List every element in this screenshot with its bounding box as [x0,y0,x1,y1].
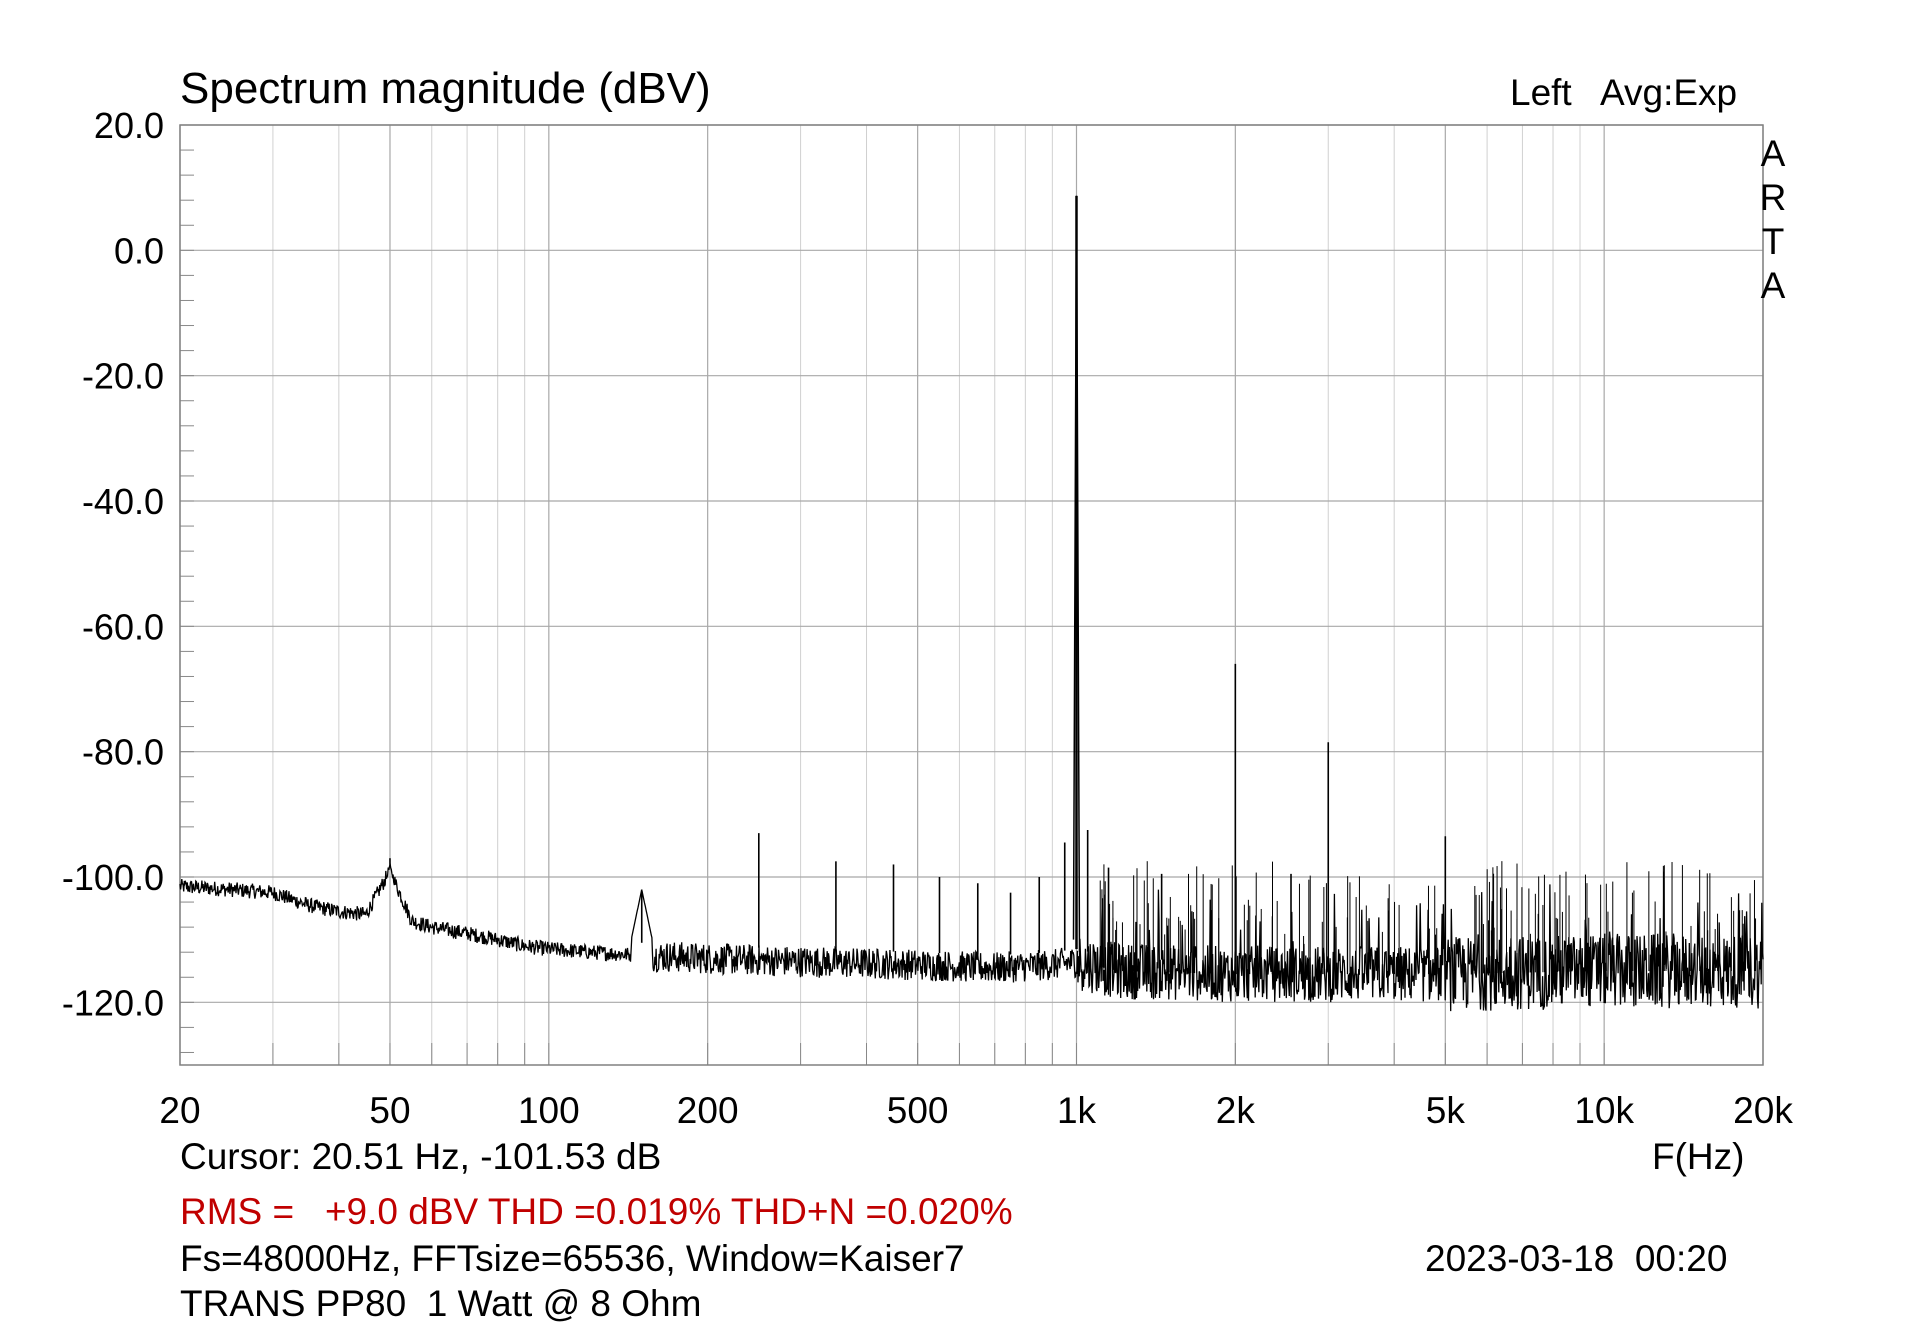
x-tick-label: 50 [369,1090,410,1131]
y-tick-label: -20.0 [82,356,164,397]
fundamental-skirt [1072,195,1081,953]
averaging-label: Avg:Exp [1600,72,1738,113]
x-tick-label: 20 [159,1090,200,1131]
x-tick-label: 5k [1426,1090,1466,1131]
plot-frame [179,124,1764,1066]
fft-parameters: Fs=48000Hz, FFTsize=65536, Window=Kaiser… [180,1238,965,1279]
cursor-readout: Cursor: 20.51 Hz, -101.53 dB [180,1136,662,1177]
y-tick-label: -60.0 [82,606,164,647]
spectrum-trace [179,863,1764,1012]
x-tick-label: 500 [887,1090,949,1131]
y-tick-label: -40.0 [82,481,164,522]
x-tick-label: 200 [677,1090,739,1131]
timestamp: 2023-03-18 00:20 [1425,1238,1728,1279]
device-label: TRANS PP80 1 Watt @ 8 Ohm [180,1283,702,1324]
y-tick-label: -120.0 [62,982,164,1023]
y-tick-label: -80.0 [82,732,164,773]
y-tick-label: 20.0 [94,105,164,146]
measurement-readout: RMS = +9.0 dBV THD =0.019% THD+N =0.020% [180,1191,1013,1232]
brand-letter: T [1761,221,1785,262]
brand-letter: R [1759,177,1787,218]
x-tick-label: 10k [1574,1090,1634,1131]
x-axis-label: F(Hz) [1652,1136,1745,1177]
brand-vertical-text: A R T A [1758,132,1788,308]
x-tick-label: 1k [1057,1090,1097,1131]
brand-letter: A [1760,133,1786,174]
x-tick-label: 20k [1733,1090,1793,1131]
channel-label: Left [1510,72,1572,113]
x-tick-label: 2k [1216,1090,1256,1131]
x-tick-label: 100 [518,1090,580,1131]
y-tick-label: -100.0 [62,857,164,898]
chart-title: Spectrum magnitude (dBV) [180,64,711,113]
brand-letter: A [1760,265,1786,306]
y-tick-label: 0.0 [114,230,164,271]
